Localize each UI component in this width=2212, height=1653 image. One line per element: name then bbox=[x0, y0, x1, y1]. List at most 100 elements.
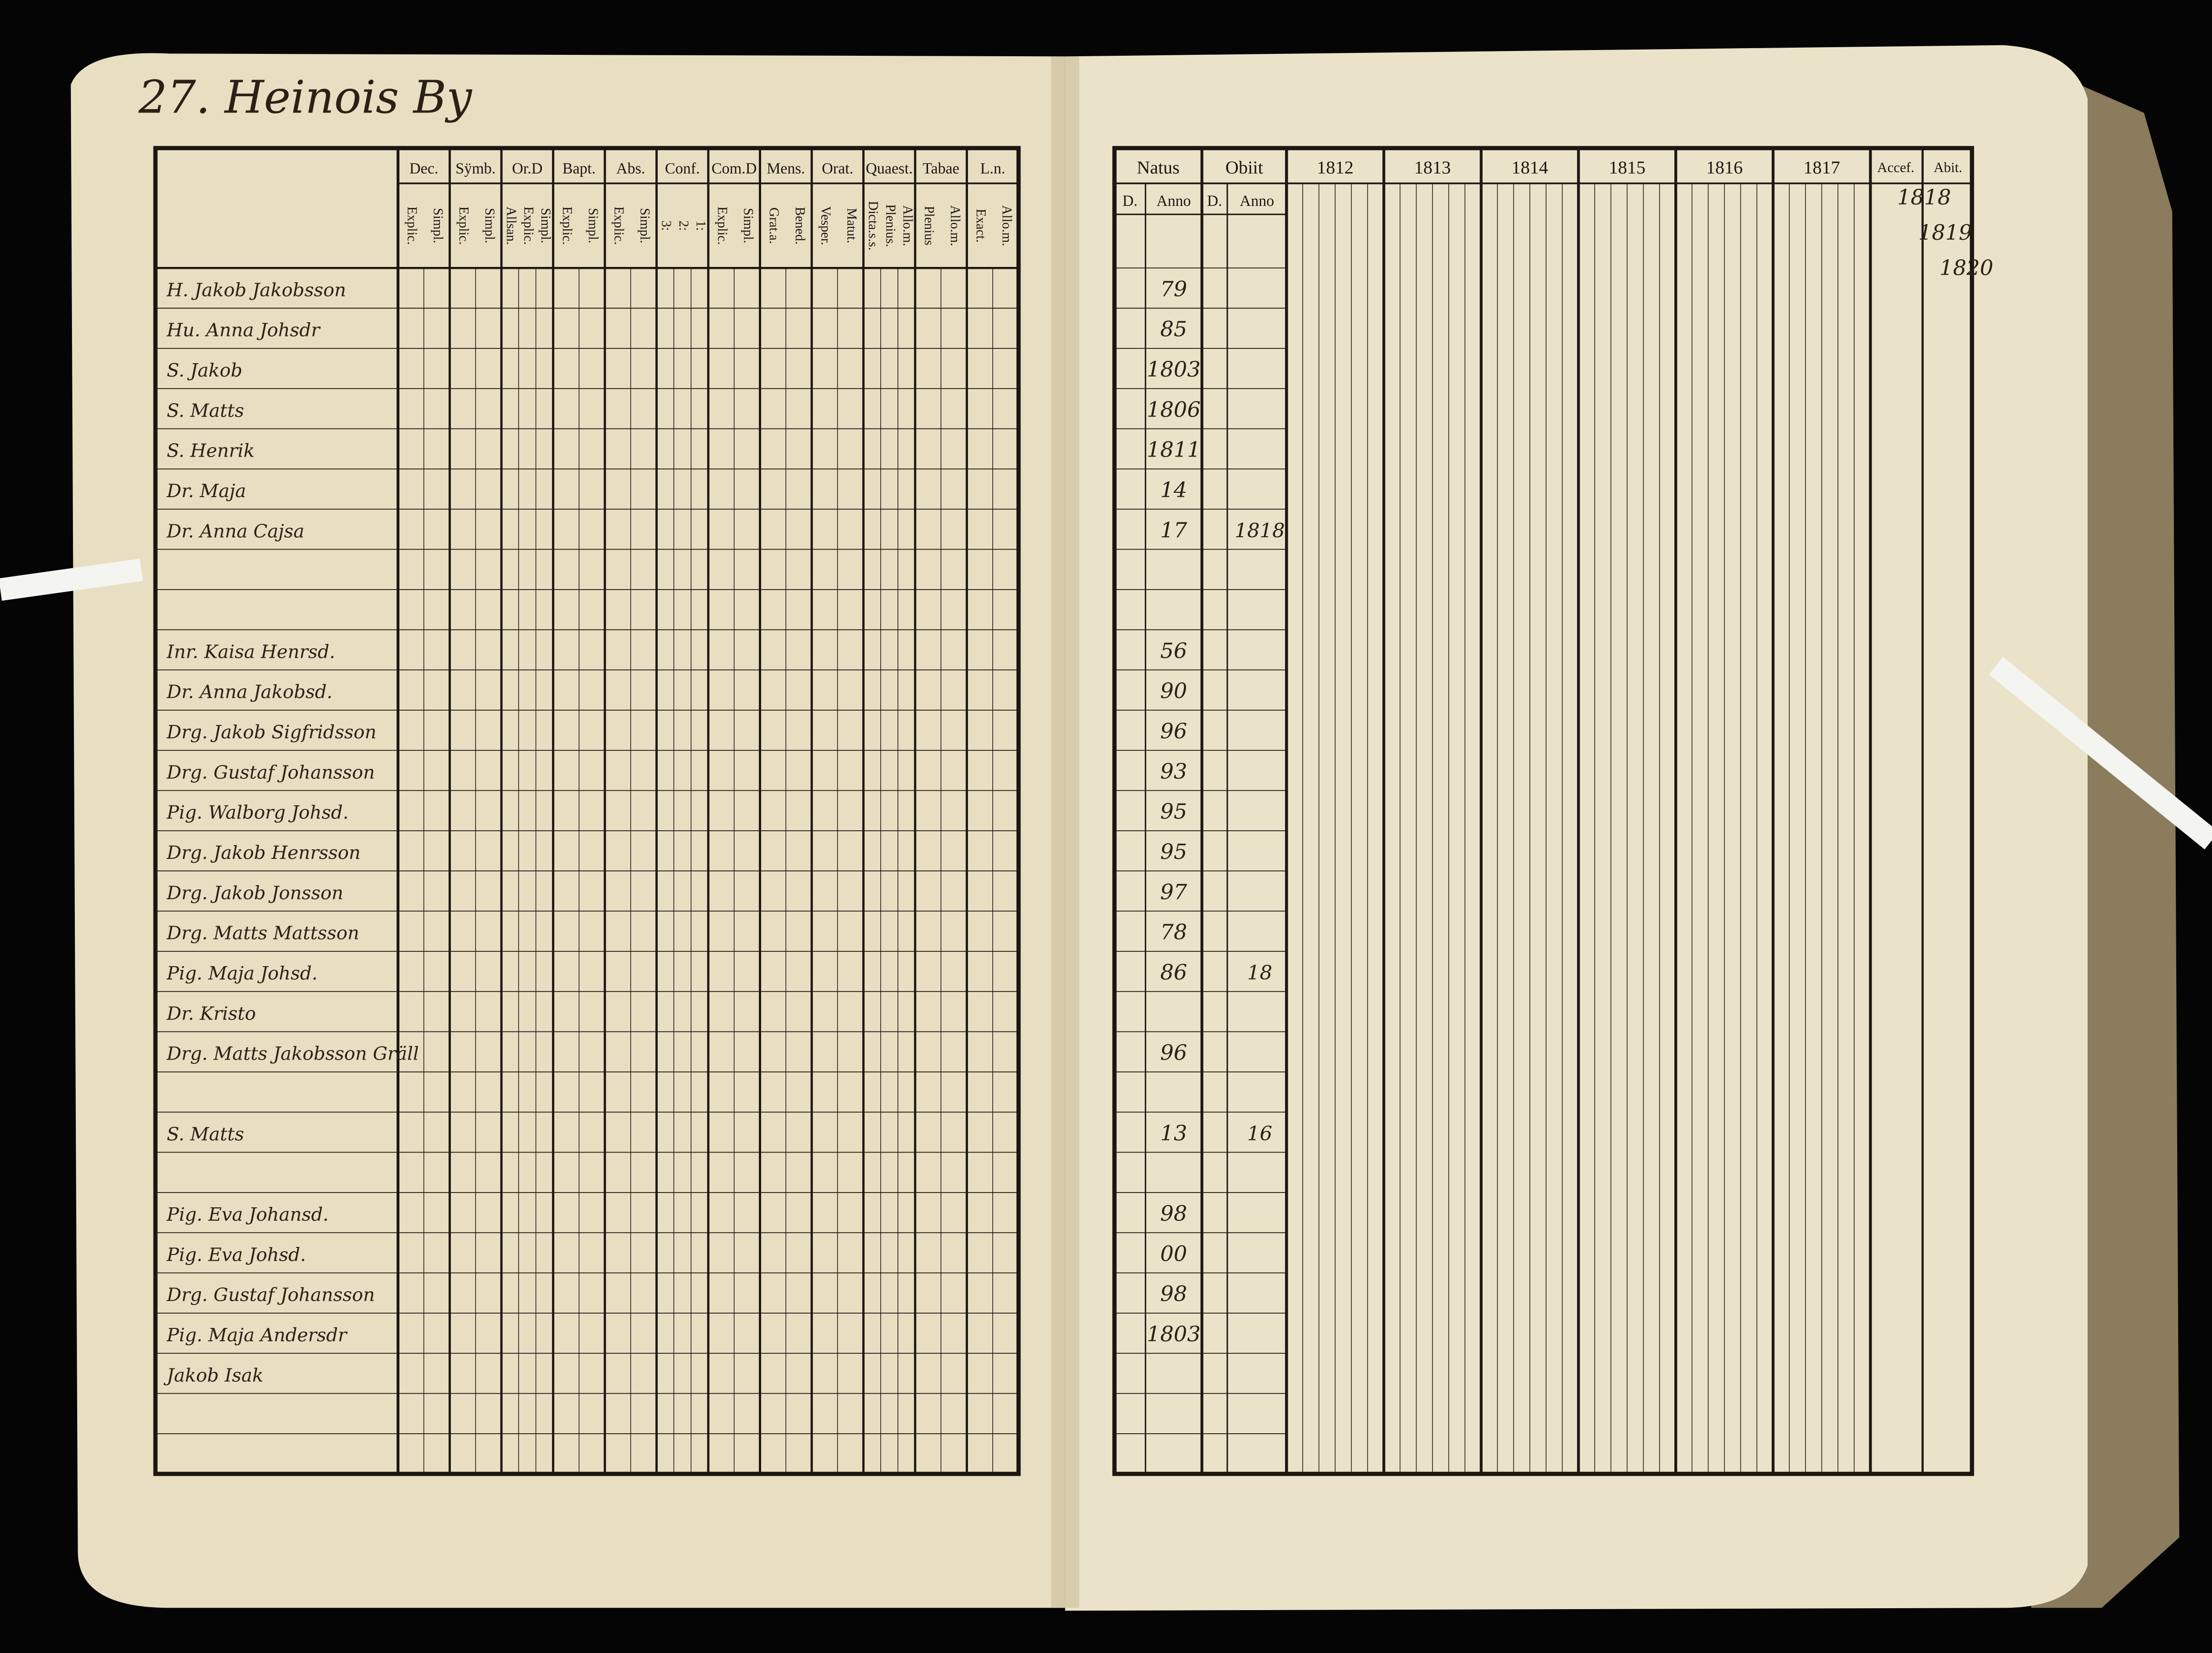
right-page bbox=[1065, 45, 2088, 1611]
birth-year: 97 bbox=[1160, 880, 1187, 904]
column-subheader: Matut. bbox=[844, 208, 859, 243]
column-subheader: 2: bbox=[676, 221, 691, 231]
person-name: S. Matts bbox=[167, 1123, 244, 1145]
column-subheader: Explic. bbox=[560, 206, 574, 245]
person-name: Drg. Gustaf Johansson bbox=[166, 762, 375, 783]
bookmark-strip bbox=[1988, 657, 2212, 849]
column-subheader: Simpl. bbox=[482, 208, 497, 243]
birth-year: 1803 bbox=[1147, 357, 1201, 382]
birth-year: 00 bbox=[1160, 1242, 1187, 1266]
birth-year: 85 bbox=[1160, 317, 1187, 342]
column-subheader: Grat.a. bbox=[766, 207, 781, 244]
column-subheader: Explic. bbox=[405, 206, 419, 245]
column-subheader: Simpl. bbox=[538, 208, 553, 243]
birth-year: 95 bbox=[1160, 800, 1187, 824]
column-subheader: Vesper. bbox=[818, 206, 833, 245]
column-subheader: Allsan. bbox=[504, 206, 519, 245]
person-name: Drg. Gustaf Johansson bbox=[166, 1285, 375, 1306]
birth-year: 13 bbox=[1160, 1121, 1187, 1145]
column-subheader: Explic. bbox=[521, 206, 536, 245]
column-subheader: Explic. bbox=[715, 206, 730, 245]
column-subheader: Simpl. bbox=[430, 208, 445, 243]
column-header: Orat. bbox=[822, 160, 853, 177]
year-header: 1817 bbox=[1804, 158, 1840, 178]
year-header: 1815 bbox=[1609, 158, 1645, 178]
column-subheader: Explic. bbox=[456, 206, 471, 245]
column-header: Accef. bbox=[1877, 160, 1915, 175]
column-subheader: Anno bbox=[1240, 193, 1274, 210]
person-name: Drg. Matts Jakobsson Gräll bbox=[166, 1043, 419, 1065]
column-subheader: Anno bbox=[1156, 193, 1191, 210]
birth-year: 1803 bbox=[1147, 1322, 1201, 1347]
column-header: Or.D bbox=[512, 160, 542, 177]
margin-note: 1819 bbox=[1918, 221, 1972, 245]
year-header: 1816 bbox=[1706, 158, 1743, 178]
person-name: Drg. Jakob Sigfridsson bbox=[166, 722, 377, 743]
column-header: Natus bbox=[1137, 158, 1180, 178]
person-name: Dr. Maja bbox=[166, 480, 246, 502]
column-subheader: 3: bbox=[659, 221, 673, 231]
column-subheader: Allo.m. bbox=[999, 205, 1014, 246]
person-name: Dr. Kristo bbox=[166, 1003, 256, 1024]
person-name: Pig. Maja Andersdr bbox=[166, 1325, 348, 1346]
column-subheader: Dicta.s.s. bbox=[866, 201, 880, 251]
column-subheader: D. bbox=[1122, 193, 1138, 210]
year-header: 1813 bbox=[1414, 158, 1451, 178]
margin-note: 1820 bbox=[1939, 256, 1993, 280]
column-subheader: Explic. bbox=[612, 206, 626, 245]
year-header: 1814 bbox=[1511, 158, 1548, 178]
column-header: Com.D bbox=[712, 160, 757, 177]
column-subheader: Plenius. bbox=[883, 204, 897, 247]
person-name: S. Henrik bbox=[167, 440, 255, 462]
page-title: 27. Heinois By bbox=[138, 71, 473, 124]
birth-year: 1811 bbox=[1147, 438, 1201, 462]
column-header: Obiit bbox=[1225, 158, 1263, 178]
column-header: L.n. bbox=[980, 160, 1005, 177]
margin-note: 1818 bbox=[1897, 185, 1951, 210]
column-subheader: Exact. bbox=[973, 209, 988, 243]
column-subheader: Simpl. bbox=[741, 208, 755, 243]
column-subheader: Bened. bbox=[792, 207, 807, 245]
birth-year: 1806 bbox=[1147, 398, 1201, 422]
person-name: Hu. Anna Johsdr bbox=[166, 320, 321, 341]
person-name: S. Matts bbox=[167, 400, 244, 421]
birth-year: 86 bbox=[1160, 960, 1187, 985]
birth-year: 96 bbox=[1160, 1041, 1187, 1065]
column-subheader: Simpl. bbox=[585, 208, 600, 243]
death-year: 16 bbox=[1247, 1122, 1273, 1145]
person-name: Pig. Eva Johsd. bbox=[166, 1244, 306, 1265]
birth-year: 79 bbox=[1160, 277, 1187, 301]
column-header: Quaest. bbox=[866, 160, 913, 177]
column-header: Abit. bbox=[1934, 160, 1962, 175]
person-name: Pig. Eva Johansd. bbox=[166, 1204, 329, 1225]
column-subheader: Allo.m. bbox=[900, 205, 915, 246]
person-name: Inr. Kaisa Henrsd. bbox=[166, 641, 335, 663]
person-name: Drg. Matts Mattsson bbox=[166, 923, 359, 944]
birth-year: 98 bbox=[1160, 1282, 1187, 1306]
birth-year: 90 bbox=[1160, 679, 1187, 704]
column-header: Bapt. bbox=[562, 160, 596, 177]
table-frame bbox=[1112, 146, 1974, 1476]
year-header: 1812 bbox=[1317, 158, 1354, 178]
birth-year: 78 bbox=[1160, 920, 1187, 945]
birth-year: 95 bbox=[1160, 840, 1187, 864]
birth-year: 98 bbox=[1160, 1202, 1187, 1226]
column-subheader: Allo.m. bbox=[948, 205, 962, 246]
birth-year: 56 bbox=[1160, 639, 1187, 663]
column-subheader: D. bbox=[1207, 193, 1223, 210]
column-header: Abs. bbox=[616, 160, 645, 177]
column-subheader: Simpl. bbox=[637, 208, 652, 243]
birth-year: 14 bbox=[1160, 478, 1187, 502]
column-header: Mens. bbox=[767, 160, 805, 177]
person-name: Dr. Anna Cajsa bbox=[166, 520, 305, 542]
column-header: Conf. bbox=[665, 160, 700, 177]
column-subheader: Plenius bbox=[922, 206, 937, 245]
death-year: 1818 bbox=[1234, 519, 1284, 542]
person-name: S. Jakob bbox=[167, 360, 243, 381]
person-name: Drg. Jakob Jonsson bbox=[166, 882, 344, 904]
birth-year: 17 bbox=[1160, 518, 1187, 542]
